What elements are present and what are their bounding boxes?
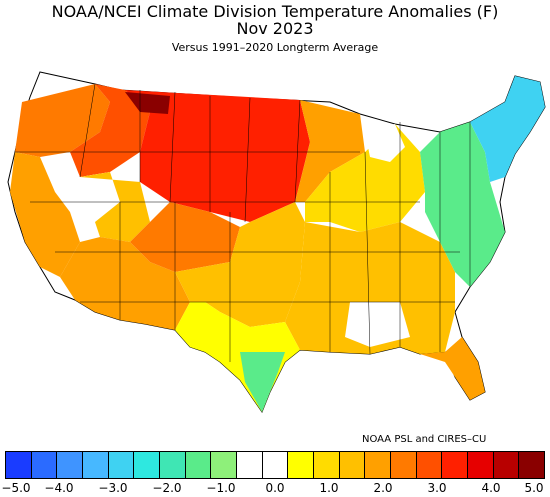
legend-swatch bbox=[468, 452, 494, 478]
legend-tick-label: 5.0 bbox=[524, 481, 544, 495]
california-region bbox=[10, 152, 80, 277]
legend-swatch bbox=[57, 452, 84, 478]
legend-swatch bbox=[160, 452, 186, 478]
legend-swatch bbox=[493, 452, 520, 478]
legend-tick-label: −1.0 bbox=[206, 481, 236, 495]
legend-tick-label: −2.0 bbox=[152, 481, 182, 495]
northern-rockies-region bbox=[70, 84, 150, 177]
legend-tick-label: −4.0 bbox=[44, 481, 74, 495]
map-period: Nov 2023 bbox=[236, 19, 314, 38]
legend-swatch bbox=[391, 452, 417, 478]
legend-swatch bbox=[365, 452, 392, 478]
mid-atlantic-region bbox=[420, 122, 505, 287]
legend-swatch bbox=[288, 452, 315, 478]
division-borders bbox=[15, 83, 471, 362]
legend-tick-label: 4.0 bbox=[481, 481, 501, 495]
southwest-region bbox=[60, 237, 190, 330]
southeast-region bbox=[285, 222, 455, 354]
southern-plains-region bbox=[175, 202, 305, 327]
legend-swatch bbox=[83, 452, 109, 478]
legend-tick-label: 1.0 bbox=[319, 481, 339, 495]
legend-swatch bbox=[6, 452, 32, 478]
montana-core-region bbox=[125, 92, 170, 114]
gulf-coast-white bbox=[345, 302, 410, 347]
legend-swatch bbox=[31, 452, 58, 478]
legend-tick-label: 3.0 bbox=[427, 481, 447, 495]
south-texas-region bbox=[240, 352, 285, 412]
legend-swatch bbox=[442, 452, 469, 478]
legend-swatch bbox=[237, 452, 263, 478]
northern-plains-region bbox=[125, 90, 310, 222]
legend-tick-label: −5.0 bbox=[1, 481, 31, 495]
florida-region bbox=[420, 337, 485, 400]
legend-swatch bbox=[314, 452, 340, 478]
legend-swatch bbox=[262, 452, 289, 478]
legend-colorbar bbox=[5, 451, 545, 479]
legend-tick-label: 0.0 bbox=[265, 481, 285, 495]
legend-swatch bbox=[416, 452, 443, 478]
legend-tick-label: −3.0 bbox=[98, 481, 128, 495]
great-basin-region bbox=[40, 157, 120, 222]
legend-swatch bbox=[211, 452, 238, 478]
credit-text: NOAA PSL and CIRES–CU bbox=[362, 434, 487, 445]
map-title: NOAA/NCEI Climate Division Temperature A… bbox=[51, 2, 499, 21]
map-subtitle: Versus 1991–2020 Longterm Average bbox=[171, 41, 379, 54]
utah-region bbox=[80, 172, 150, 242]
new-england-region bbox=[470, 76, 545, 182]
legend-swatch bbox=[134, 452, 161, 478]
legend-swatch bbox=[339, 452, 366, 478]
legend-swatch bbox=[519, 452, 545, 478]
colorado-region bbox=[130, 202, 240, 272]
legend-tick-label: 2.0 bbox=[373, 481, 393, 495]
legend-swatch bbox=[185, 452, 212, 478]
michigan-white bbox=[365, 124, 405, 162]
upper-midwest-region bbox=[295, 100, 365, 202]
us-climate-division-map bbox=[7, 71, 546, 414]
legend-swatch bbox=[108, 452, 135, 478]
legend-ticks: −5.0 −4.0 −3.0 −2.0 −1.0 0.0 1.0 2.0 3.0 4.0 5.0 bbox=[0, 481, 550, 497]
